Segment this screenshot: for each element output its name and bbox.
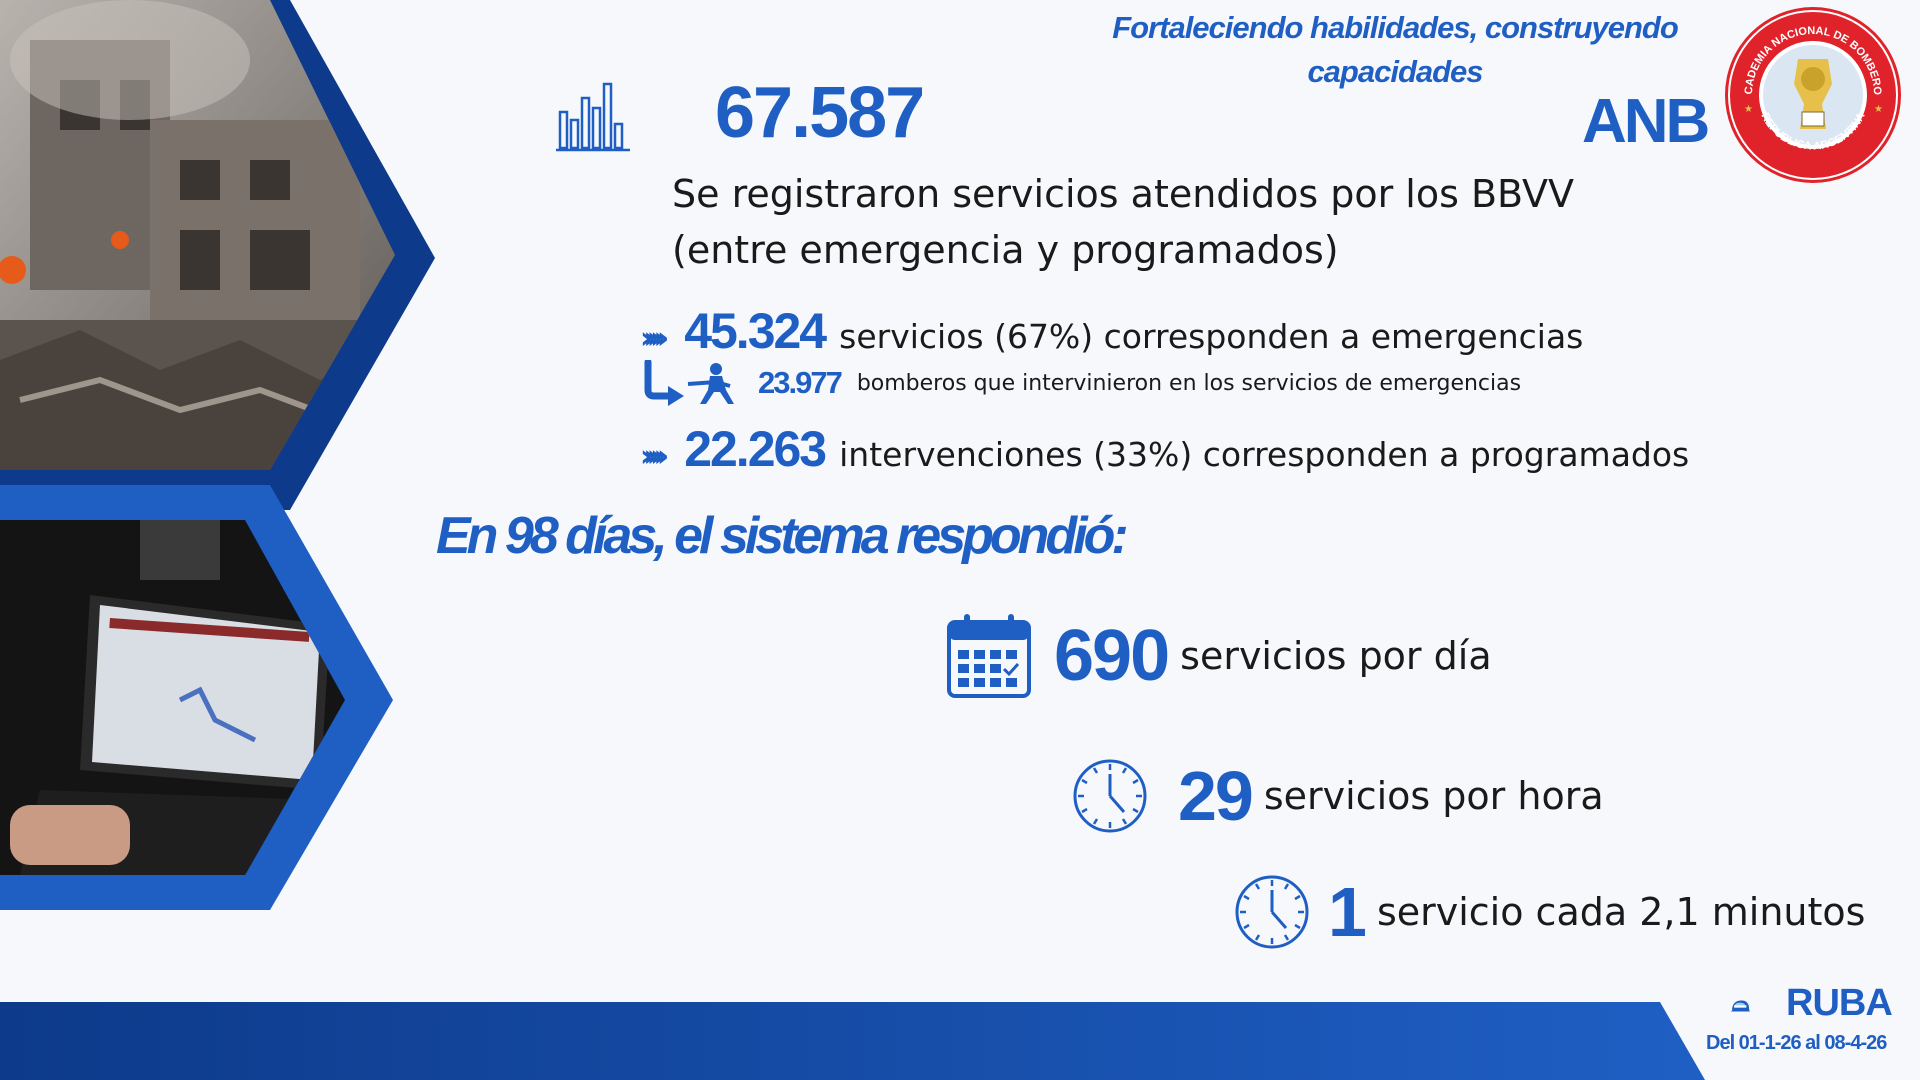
per-minute-text: servicio cada 2,1 minutos [1376, 890, 1866, 934]
total-services-description: Se registraron servicios atendidos por l… [672, 166, 1574, 278]
firefighters-row: 23.977 bomberos que intervinieron en los… [640, 360, 1521, 406]
firefighter-icon [687, 363, 734, 404]
emergencies-value: 45.324 [684, 303, 827, 359]
chevrons-icon: ›››››› [640, 321, 669, 356]
per-minute-stat: 1 servicio cada 2,1 minutos [1234, 872, 1865, 952]
firefighters-value: 23.977 [758, 365, 843, 400]
per-hour-value: 29 [1178, 757, 1254, 835]
scheduled-value: 22.263 [684, 421, 827, 477]
helmet-icon [1730, 1000, 1750, 1012]
per-day-value: 690 [1054, 616, 1170, 696]
headline: En 98 días, el sistema respondió: [436, 507, 1129, 565]
arrow-turn-icon [644, 360, 684, 406]
per-hour-stat: 29 servicios por hora [1072, 756, 1604, 836]
clock-icon [1073, 759, 1147, 833]
tagline: Fortaleciendo habilidades, construyendo … [1112, 10, 1679, 89]
chevrons-icon: ›››››› [640, 439, 669, 474]
ruba-brand: RUBA [1786, 982, 1893, 1024]
per-day-stat: 690 servicios por día [946, 612, 1492, 700]
svg-text:★: ★ [1744, 104, 1753, 115]
svg-text:★: ★ [1874, 104, 1883, 115]
scheduled-row: ›››››› 22.263 intervenciones (33%) corre… [640, 420, 1689, 478]
scheduled-text: intervenciones (33%) corresponden a prog… [839, 435, 1690, 474]
calendar-icon [947, 614, 1031, 698]
emergencies-row: ›››››› 45.324 servicios (67%) correspond… [640, 302, 1583, 360]
per-hour-text: servicios por hora [1263, 774, 1604, 818]
firefighters-text: bomberos que intervinieron en los servic… [856, 370, 1522, 396]
per-day-text: servicios por día [1180, 634, 1492, 678]
academy-seal-logo: ACADEMIA NACIONAL DE BOMBEROS REPUBLICA … [1722, 4, 1901, 183]
date-range: Del 01-1-26 al 08-4-26 [1706, 1032, 1887, 1054]
description-line-2: (entre emergencia y programados) [672, 228, 1339, 272]
total-services-value: 67.587 [715, 73, 925, 153]
org-short-name: ANB [1582, 87, 1710, 156]
footer-bar [0, 1002, 1705, 1080]
clock-icon [1235, 875, 1309, 949]
emergencies-text: servicios (67%) corresponden a emergenci… [839, 317, 1584, 356]
photo-panel [0, 0, 435, 910]
description-line-1: Se registraron servicios atendidos por l… [672, 172, 1574, 216]
bar-chart-icon [556, 82, 630, 152]
per-minute-value: 1 [1328, 873, 1367, 951]
